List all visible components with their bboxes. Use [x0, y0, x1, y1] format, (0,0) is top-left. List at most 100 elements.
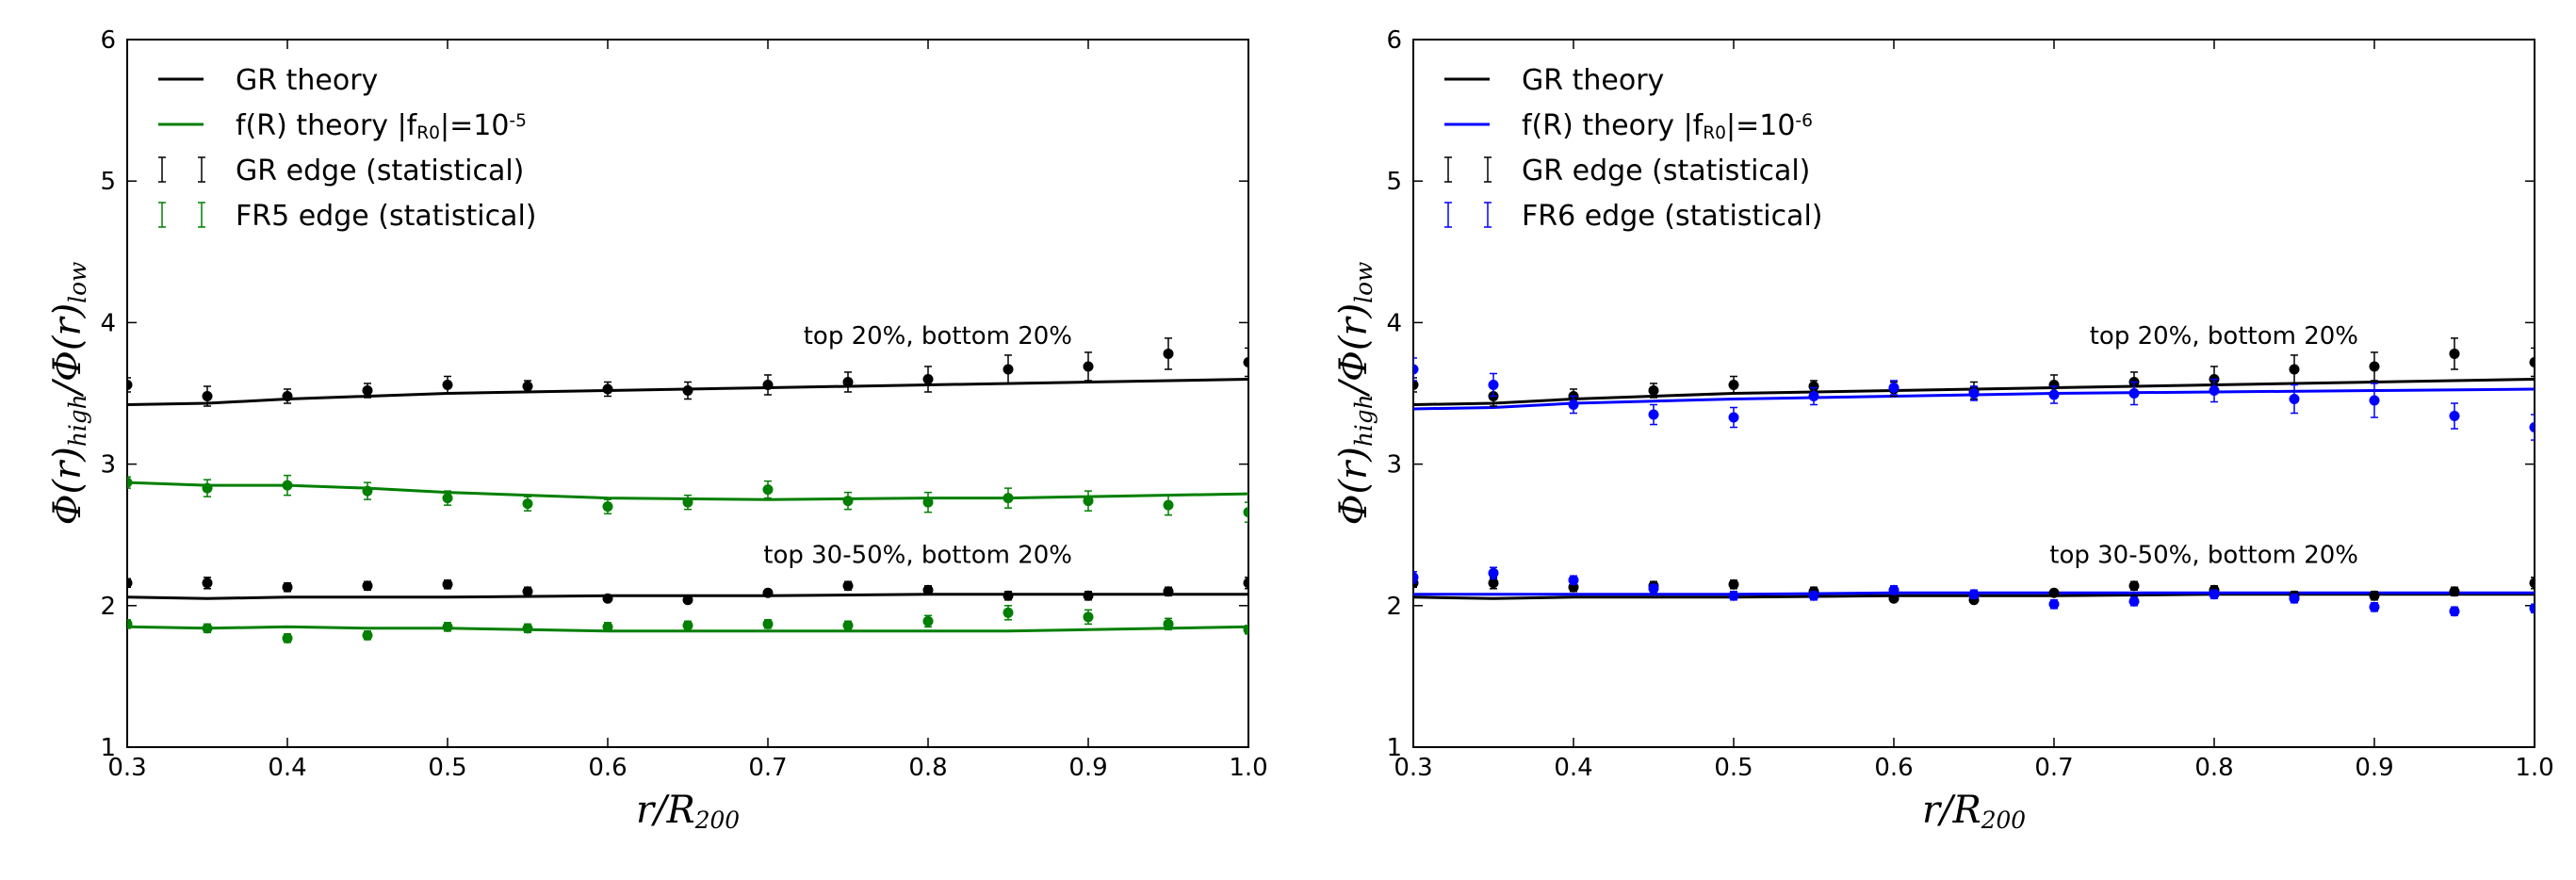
annotation: top 20%, bottom 20%	[2090, 322, 2358, 350]
y-tick-label: 2	[1386, 593, 1402, 621]
marker	[522, 498, 533, 510]
marker	[922, 497, 934, 508]
data-point	[2529, 414, 2535, 441]
data-point	[1413, 377, 1419, 393]
y-axis-label: Φ(r)high/Φ(r)low	[46, 262, 91, 526]
marker	[2369, 361, 2380, 372]
data-point	[1243, 624, 1248, 635]
data-point	[1568, 395, 1579, 415]
data-point	[127, 618, 133, 629]
legend-entry: f(R) theory |fR0|=10-5	[158, 109, 527, 143]
marker	[2369, 395, 2380, 406]
data-point	[2289, 383, 2300, 415]
legend-label: f(R) theory |fR0|=10-6	[1522, 109, 1813, 143]
data-point	[682, 620, 693, 631]
series-f-r-theory-top-20	[127, 481, 1248, 501]
data-point	[1083, 590, 1094, 601]
marker	[922, 373, 934, 384]
marker	[842, 580, 854, 592]
data-point	[1003, 605, 1014, 621]
data-point	[602, 381, 613, 398]
data-point	[602, 621, 613, 632]
data-point	[202, 623, 213, 634]
plot-frame	[126, 39, 1249, 748]
legend-entry: GR edge (statistical)	[158, 155, 524, 187]
marker	[2128, 388, 2140, 399]
legend-entry: FR5 edge (statistical)	[158, 200, 536, 233]
data-point	[1728, 579, 1739, 590]
x-tick-label: 0.7	[2034, 754, 2073, 782]
data-point	[2209, 589, 2220, 600]
data-point	[442, 579, 453, 590]
data-point	[602, 593, 613, 604]
marker	[1083, 611, 1094, 623]
data-point	[1888, 593, 1899, 604]
data-point	[1568, 575, 1579, 586]
marker	[362, 485, 373, 497]
marker	[1083, 361, 1094, 372]
marker	[2449, 586, 2460, 597]
legend-label: GR theory	[1522, 64, 1664, 97]
x-tick-label: 0.7	[748, 754, 787, 782]
data-point	[362, 383, 373, 399]
data-point	[442, 490, 453, 506]
data-point	[1728, 375, 1739, 395]
data-point	[2369, 383, 2380, 418]
marker	[1243, 507, 1248, 518]
marker	[442, 621, 453, 632]
data-point	[127, 377, 133, 393]
marker	[1808, 391, 1819, 402]
marker	[1083, 496, 1094, 507]
data-point	[1968, 589, 1980, 600]
data-point	[362, 580, 373, 592]
marker	[1488, 379, 1499, 390]
data-point	[922, 584, 934, 595]
plot-frame	[1412, 39, 2535, 748]
marker	[1728, 379, 1739, 390]
data-point	[2128, 381, 2140, 406]
legend: GR theory f(R) theory |fR0|=10-6 GR edge (…	[1444, 64, 1822, 233]
data-point	[1243, 501, 1248, 523]
data-point	[1808, 590, 1819, 601]
marker	[602, 621, 613, 632]
x-tick-label: 1.0	[2515, 754, 2553, 782]
marker	[1728, 579, 1739, 590]
data-point	[1163, 617, 1174, 631]
marker	[2449, 348, 2460, 359]
marker	[2048, 587, 2060, 598]
annotation: top 30-50%, bottom 20%	[2049, 542, 2358, 570]
data-point	[2449, 606, 2460, 617]
data-point	[682, 494, 693, 511]
legend: GR theory f(R) theory |fR0|=10-5 GR edge (…	[158, 64, 536, 233]
data-point	[1163, 586, 1174, 597]
data-point	[2048, 598, 2060, 610]
data-point	[362, 629, 373, 641]
legend-label: GR edge (statistical)	[236, 155, 524, 187]
data-point	[922, 366, 934, 393]
marker	[2529, 356, 2535, 367]
marker	[1808, 381, 1819, 392]
y-tick-label: 6	[100, 26, 116, 55]
marker	[1888, 584, 1899, 595]
x-tick-label: 0.3	[1394, 754, 1432, 782]
marker	[1243, 624, 1248, 635]
data-point	[762, 480, 774, 499]
marker	[1888, 382, 1899, 393]
x-tick-label: 0.8	[908, 754, 947, 782]
marker	[1003, 364, 1014, 375]
marker	[602, 593, 613, 604]
marker	[362, 580, 373, 592]
marker	[2128, 595, 2140, 607]
data-point	[202, 479, 213, 497]
marker	[1488, 578, 1499, 589]
data-point	[442, 621, 453, 632]
marker	[1243, 356, 1248, 367]
marker	[2529, 603, 2535, 614]
data-point	[1163, 337, 1174, 370]
data-point	[2369, 351, 2380, 382]
data-point	[922, 491, 934, 513]
x-tick-label: 0.6	[1874, 754, 1913, 782]
marker	[1568, 399, 1579, 411]
x-tick-label: 0.4	[268, 754, 306, 782]
